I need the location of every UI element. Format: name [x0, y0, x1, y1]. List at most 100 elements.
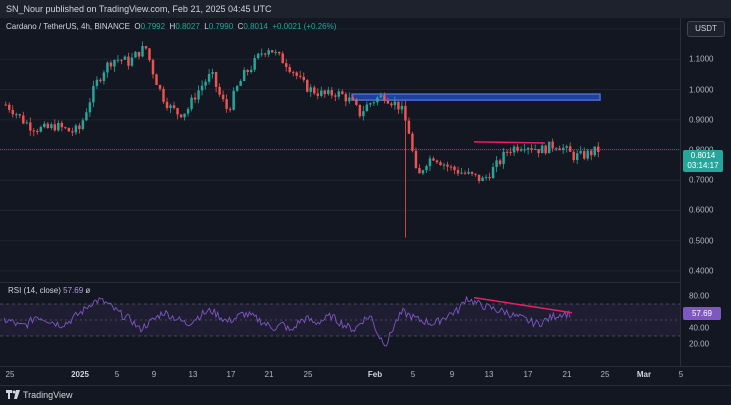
candle-body	[484, 176, 488, 178]
price-tick: 0.9000	[689, 115, 714, 125]
currency-badge[interactable]: USDT	[687, 21, 725, 37]
candle-body	[169, 105, 172, 109]
brand-label: TradingView	[23, 390, 73, 400]
rsi-value-badge: 57.69	[683, 307, 721, 320]
time-tick: 25	[600, 370, 610, 379]
candle-body	[221, 94, 225, 100]
price-tick: 1.0000	[689, 85, 714, 95]
candle-body	[376, 97, 379, 103]
candle-body	[323, 90, 327, 94]
candle-body	[502, 151, 505, 165]
candle-body	[551, 141, 554, 149]
candle-body	[25, 122, 29, 124]
candle-body	[218, 86, 221, 95]
price-tick: 0.6000	[689, 205, 714, 215]
candle-body	[421, 170, 425, 174]
candle-body	[85, 112, 88, 121]
rsi-tick: 40.00	[689, 323, 710, 333]
candle-body	[183, 113, 186, 118]
rsi-legend-label: RSI (14, close)	[8, 286, 61, 295]
candle-body	[165, 101, 169, 109]
low-label: L	[204, 22, 209, 31]
candle-body	[190, 97, 193, 110]
candle-body	[292, 71, 295, 73]
candle-body	[15, 114, 18, 116]
candle-body	[327, 90, 330, 94]
candle-body	[134, 51, 137, 58]
candle-body	[418, 168, 421, 174]
close-value: 0.8014	[243, 22, 268, 31]
candle-body	[467, 171, 470, 174]
symbol-legend: Cardano / TetherUS, 4h, BINANCE O0.7992 …	[6, 22, 336, 31]
pane-divider[interactable]	[0, 282, 680, 283]
candle-body	[179, 114, 183, 118]
footer: TradingView	[0, 385, 731, 405]
time-tick: 5	[114, 370, 120, 379]
open-value: 0.7992	[140, 22, 166, 31]
candle-body	[176, 108, 179, 115]
candle-body	[32, 130, 36, 132]
publisher-text: SN_Nour published on TradingView.com, Fe…	[6, 4, 272, 14]
time-tick: Feb	[367, 370, 383, 379]
candle-body	[579, 151, 582, 154]
price-chart-svg[interactable]	[0, 18, 680, 366]
time-tick: 5	[678, 370, 684, 379]
candle-body	[390, 103, 393, 106]
candle-body	[144, 46, 148, 49]
candle-body	[29, 122, 32, 131]
candle-body	[274, 51, 277, 53]
candle-body	[362, 111, 365, 117]
candle-body	[11, 109, 14, 115]
candle-body	[302, 76, 305, 81]
candle-body	[411, 133, 414, 151]
candle-body	[590, 150, 593, 156]
candle-body	[109, 62, 113, 67]
candle-body	[495, 160, 498, 168]
candle-body	[481, 177, 484, 182]
candle-body	[516, 146, 519, 151]
candle-body	[561, 147, 565, 151]
price-tick: 0.7000	[689, 175, 714, 185]
candle-body	[533, 149, 537, 151]
resistance-trendline	[473, 141, 546, 144]
current-price: 0.8014	[690, 151, 716, 160]
time-tick: 13	[484, 370, 494, 379]
candle-body	[456, 170, 460, 174]
candle-body	[225, 99, 228, 109]
candle-body	[414, 150, 418, 169]
candle-body	[22, 115, 25, 124]
candle-body	[249, 69, 253, 72]
candle-body	[568, 146, 572, 152]
candle-body	[102, 72, 106, 81]
candle-body	[211, 72, 214, 75]
candle-body	[530, 148, 533, 150]
time-tick: 9	[151, 370, 157, 379]
close-label: C	[237, 22, 244, 31]
candle-body	[74, 125, 78, 133]
candle-body	[586, 150, 589, 159]
candle-body	[130, 57, 134, 66]
candle-body	[442, 164, 446, 166]
rsi-tick: 80.00	[689, 291, 710, 301]
time-tick: 21	[562, 370, 572, 379]
candle-body	[4, 104, 7, 106]
bar-countdown: 03:14:17	[687, 161, 719, 170]
candle-body	[358, 104, 362, 117]
candle-body	[116, 59, 120, 61]
candle-body	[43, 123, 46, 128]
candle-body	[498, 160, 502, 165]
supply-zone	[351, 93, 601, 101]
tradingview-brand[interactable]: TradingView	[6, 390, 73, 400]
chart-area[interactable]	[0, 18, 681, 366]
time-tick: 17	[523, 370, 533, 379]
candle-body	[509, 151, 512, 153]
candle-body	[453, 166, 456, 171]
candle-body	[36, 131, 39, 133]
candle-body	[95, 79, 99, 86]
candle-body	[162, 88, 165, 102]
candle-body	[463, 172, 467, 174]
candle-body	[309, 87, 312, 92]
time-axis[interactable]: 25 2025 5 9 13 17 21 25 Feb 5 9 13 17 21 25 Mar 5	[0, 366, 731, 385]
candle-body	[355, 99, 358, 105]
candle-body	[18, 114, 22, 116]
